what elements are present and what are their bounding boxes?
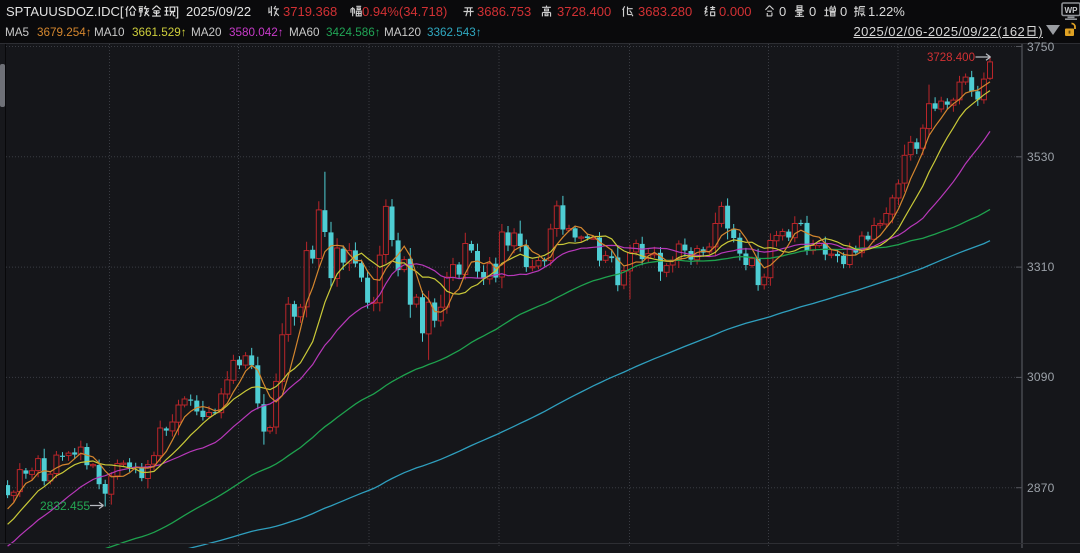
svg-text:WP: WP xyxy=(1065,6,1079,15)
